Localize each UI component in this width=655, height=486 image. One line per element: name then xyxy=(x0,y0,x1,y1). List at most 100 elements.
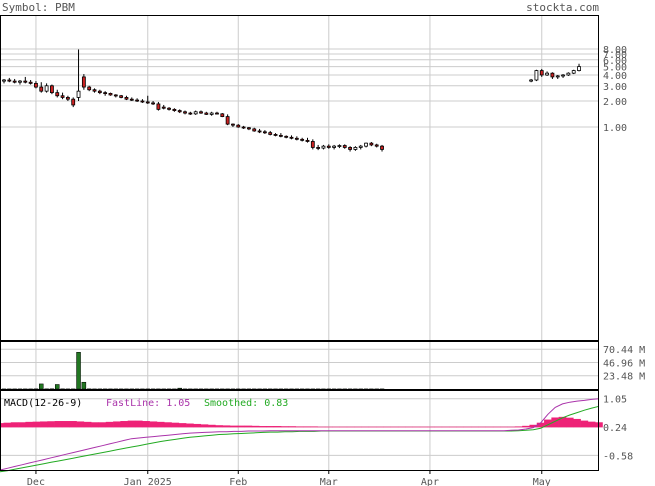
candle-body xyxy=(135,99,140,102)
volume-panel xyxy=(1,352,385,390)
macd-histogram-bar xyxy=(10,422,19,428)
candle-body xyxy=(231,123,235,126)
candle-body xyxy=(39,86,44,92)
candle-body xyxy=(257,130,262,133)
candle-body xyxy=(108,92,113,96)
candle-body xyxy=(321,145,326,149)
macd-histogram-bar xyxy=(164,422,172,428)
candle-body xyxy=(561,74,565,77)
macd-histogram-bar xyxy=(310,426,318,428)
candle-body xyxy=(76,90,81,98)
candle-body xyxy=(529,79,534,82)
macd-histogram-bar xyxy=(98,422,107,428)
macd-histogram-bar xyxy=(54,421,63,428)
candle-body xyxy=(119,95,124,98)
axes: Dec Jan 2025 Feb Mar Apr May8.007.006.005.004… xyxy=(27,45,645,486)
candle-body xyxy=(97,90,102,94)
macd-histogram-bar xyxy=(427,426,435,428)
macd-histogram-bar xyxy=(127,420,136,428)
macd-histogram-bar xyxy=(83,421,92,428)
month-tick-label: Dec xyxy=(27,477,45,486)
macd-histogram-bar xyxy=(434,426,443,428)
macd-smoothed-line xyxy=(0,405,600,473)
macd-panel: MACD(12-26-9) FastLine: 1.05 Smoothed: 0… xyxy=(0,398,603,473)
macd-histogram-bar xyxy=(441,426,450,428)
month-tick-label: May xyxy=(533,477,551,486)
volume-bar xyxy=(76,352,81,390)
candle-body xyxy=(34,82,38,88)
volume-tick-label: 23.48 M xyxy=(603,372,645,383)
macd-histogram-bar xyxy=(478,426,486,428)
macd-histogram-bar xyxy=(339,426,348,428)
macd-histogram-bar xyxy=(208,424,216,428)
macd-tick-label: 0.24 xyxy=(603,423,627,434)
candle-body xyxy=(23,80,28,83)
candle-body xyxy=(71,98,76,106)
macd-histogram-bar xyxy=(573,418,581,428)
candle-body xyxy=(183,111,187,114)
macd-histogram-bar xyxy=(47,421,55,428)
candle-body xyxy=(188,112,193,115)
macd-histogram-bar xyxy=(25,421,34,428)
candle-body xyxy=(364,142,368,147)
candle-body xyxy=(550,72,555,78)
candle-body xyxy=(273,134,278,136)
candle-body xyxy=(12,80,17,83)
candle-body xyxy=(177,110,182,113)
candle-body xyxy=(167,107,171,110)
price-tick-label: 1.00 xyxy=(603,123,627,134)
candle-body xyxy=(300,138,305,141)
candle-body xyxy=(60,95,65,98)
macd-histogram-bar xyxy=(105,421,114,428)
macd-histogram-bar xyxy=(544,419,552,428)
macd-histogram-bar xyxy=(346,426,355,428)
macd-histogram-bar xyxy=(273,426,282,428)
macd-histogram-bar xyxy=(156,421,165,428)
macd-histogram-bar xyxy=(18,422,26,428)
candle-body xyxy=(129,98,134,101)
candle-body xyxy=(151,102,155,105)
macd-histogram-bar xyxy=(303,426,311,428)
macd-histogram-bar xyxy=(171,422,180,428)
grid xyxy=(0,15,599,470)
candle-body xyxy=(65,97,70,100)
candle-body xyxy=(44,85,49,92)
candle-body xyxy=(193,111,198,115)
macd-histogram-bar xyxy=(507,426,516,428)
candle-body xyxy=(204,112,209,115)
candle-body xyxy=(545,72,549,76)
candle-body xyxy=(289,136,294,139)
candle-body xyxy=(337,145,342,147)
macd-histogram-bar xyxy=(397,426,406,428)
macd-histogram-bar xyxy=(551,417,559,428)
macd-histogram-bar xyxy=(251,425,260,428)
candle-body xyxy=(310,141,315,148)
macd-histogram-bar xyxy=(383,426,391,428)
price-tick-label: 8.00 xyxy=(603,45,627,56)
macd-histogram-bar xyxy=(288,426,296,428)
candle-body xyxy=(55,92,60,97)
candle-body xyxy=(140,100,145,103)
macd-histogram-bar xyxy=(514,426,523,428)
macd-histogram-bar xyxy=(3,422,12,428)
macd-histogram-bar xyxy=(419,426,428,428)
volume-tick-label: 70.44 M xyxy=(603,345,645,356)
macd-histogram-bar xyxy=(529,424,538,428)
price-tick-label: 3.00 xyxy=(603,82,627,93)
candle-body xyxy=(247,127,251,130)
macd-histogram-bar xyxy=(295,426,304,428)
macd-histogram-bar xyxy=(522,425,530,428)
price-tick-label: 7.00 xyxy=(603,50,627,61)
candle-body xyxy=(374,144,379,147)
price-tick-label: 5.00 xyxy=(603,63,627,74)
macd-label: MACD(12-26-9) xyxy=(4,398,82,409)
candle-body xyxy=(172,108,177,111)
macd-histogram-bar xyxy=(237,425,245,428)
macd-histogram-bar xyxy=(69,421,77,428)
macd-smoothed-label: Smoothed: 0.83 xyxy=(204,398,288,409)
macd-histogram-bar xyxy=(412,426,421,428)
frames xyxy=(0,15,599,471)
volume-bar xyxy=(177,387,182,390)
candle-body xyxy=(326,145,331,148)
candle-body xyxy=(268,132,273,135)
